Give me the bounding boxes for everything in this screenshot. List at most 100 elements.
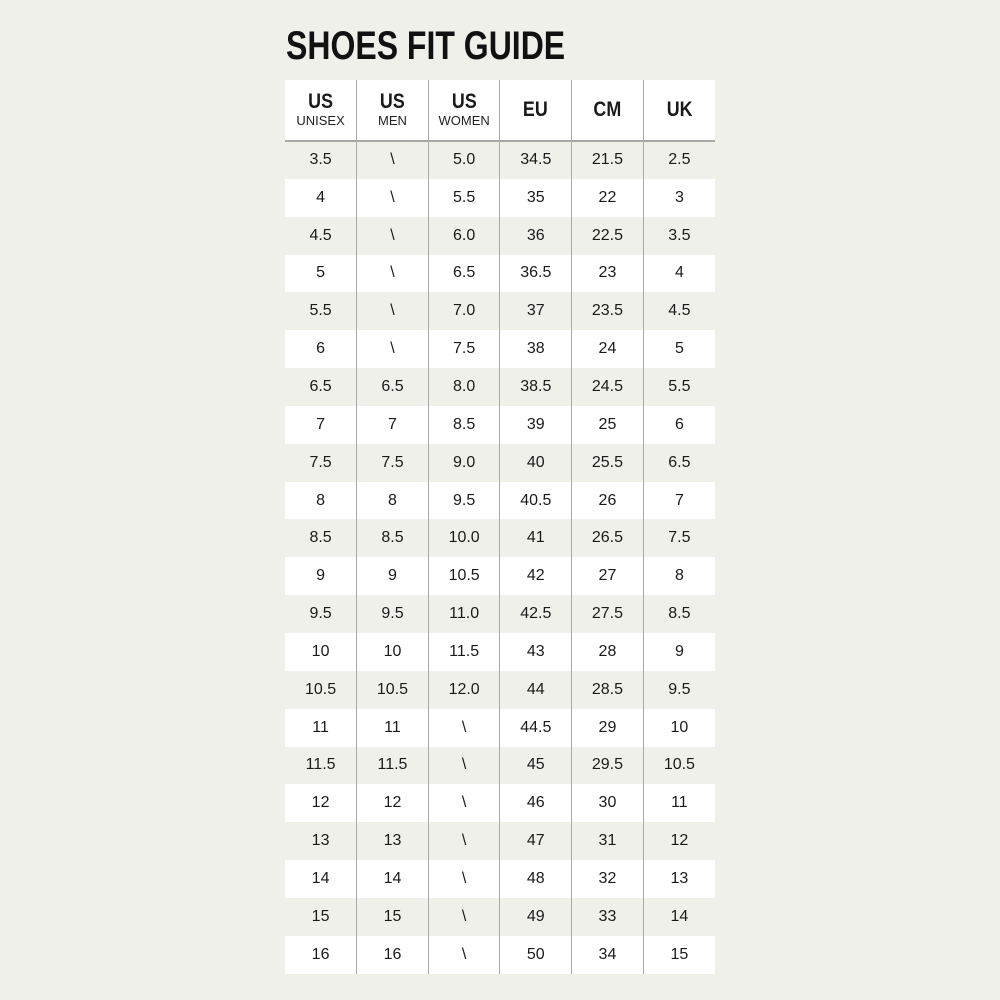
table-cell: 5 — [642, 330, 715, 369]
table-cell: 5.5 — [309, 302, 332, 320]
table-cell: 33 — [571, 897, 644, 936]
table-cell: 8.5 — [642, 595, 715, 633]
table-cell: 42 — [499, 557, 572, 596]
table-cell: 7.5 — [309, 453, 332, 471]
table-cell: 3.5 — [642, 216, 715, 255]
table-cell: 46 — [499, 784, 572, 823]
column-header: US MEN — [356, 80, 429, 141]
table-cell: 9.5 — [356, 595, 429, 633]
table-cell: \ — [427, 746, 500, 785]
table-cell: 40 — [499, 443, 572, 482]
table-cell: 27 — [571, 557, 644, 596]
table-row: 7.5 7.5 9.0 40 25.5 6.5 — [285, 443, 715, 482]
table-cell: 14 — [356, 860, 429, 898]
table-cell: 13 — [642, 860, 715, 898]
table-cell: 25.5 — [571, 443, 644, 482]
table-cell: 11 — [356, 708, 429, 747]
table-cell: 4.5 — [642, 292, 715, 331]
table-cell: 43 — [499, 632, 572, 671]
table-cell: 7.0 — [427, 292, 500, 331]
table-cell: \ — [427, 935, 500, 974]
column-header-main: CM — [593, 98, 622, 121]
column-header: EU — [499, 80, 572, 141]
table-cell: 37 — [499, 292, 572, 331]
table-cell: 7.5 — [642, 519, 715, 558]
table-cell: 11.0 — [427, 595, 500, 633]
column-header-main: US — [308, 90, 333, 113]
table-cell: 29 — [571, 708, 644, 747]
table-row: 4.5 \ 6.0 36 22.5 3.5 — [285, 216, 715, 255]
table-cell: 6.5 — [356, 368, 429, 406]
column-header: CM — [571, 80, 644, 141]
table-row: 11 11 \ 44.5 29 10 — [285, 708, 715, 747]
table-cell: 4 — [316, 188, 326, 206]
table-cell: 11 — [312, 718, 329, 736]
table-cell: 48 — [499, 860, 572, 898]
table-cell: 15 — [356, 897, 429, 936]
table-cell: 13 — [356, 822, 429, 861]
table-cell: 44 — [499, 670, 572, 709]
column-header: US UNISEX — [285, 80, 357, 141]
table-row: 7 7 8.5 39 25 6 — [285, 405, 715, 444]
table-cell: 6 — [316, 340, 326, 358]
table-cell: 8.5 — [309, 529, 332, 547]
table-cell: 28.5 — [571, 670, 644, 709]
column-header-main: US — [451, 90, 477, 113]
table-cell: 12 — [642, 822, 715, 861]
table-row: 5 \ 6.5 36.5 23 4 — [285, 254, 715, 293]
table-cell: 16 — [356, 935, 429, 974]
table-row: 6 \ 7.5 38 24 5 — [285, 330, 715, 369]
table-cell: 31 — [571, 822, 644, 861]
table-cell: 15 — [311, 907, 330, 925]
table-cell: 6.5 — [309, 377, 332, 395]
table-row: 14 14 \ 48 32 13 — [285, 860, 715, 898]
table-cell: \ — [356, 216, 429, 255]
table-cell: 34.5 — [499, 141, 572, 179]
table-cell: 50 — [499, 935, 572, 974]
table-row: 6.5 6.5 8.0 38.5 24.5 5.5 — [285, 368, 715, 406]
table-cell: 9.0 — [427, 443, 500, 482]
column-header-sub: UNISEX — [296, 113, 345, 128]
table-cell: 36 — [499, 216, 572, 255]
table-row: 4 \ 5.5 35 22 3 — [285, 178, 715, 217]
table-cell: 10.5 — [356, 670, 429, 709]
table-cell: 45 — [499, 746, 572, 785]
page-title: SHOES FIT GUIDE — [286, 24, 566, 68]
table-cell: 8 — [316, 491, 326, 509]
table-row: 9 9 10.5 42 27 8 — [285, 557, 715, 596]
table-cell: 24.5 — [571, 368, 644, 406]
table-row: 11.5 11.5 \ 45 29.5 10.5 — [285, 746, 715, 785]
table-cell: 4 — [642, 254, 715, 293]
table-cell: 41 — [499, 519, 572, 558]
table-cell: 30 — [571, 784, 644, 823]
table-row: 12 12 \ 46 30 11 — [285, 784, 715, 823]
table-cell: 8 — [356, 481, 429, 520]
table-cell: 38.5 — [499, 368, 572, 406]
table-cell: 10 — [356, 632, 429, 671]
table-cell: 8.5 — [427, 405, 500, 444]
table-cell: 10 — [311, 642, 330, 660]
table-cell: 40.5 — [499, 481, 572, 520]
table-cell: 9 — [316, 567, 326, 585]
table-cell: 5.5 — [642, 368, 715, 406]
table-cell: 11.5 — [427, 632, 500, 671]
table-row: 3.5 \ 5.0 34.5 21.5 2.5 — [285, 141, 715, 179]
table-cell: 7 — [316, 415, 326, 433]
table-cell: \ — [427, 897, 500, 936]
table-cell: 9 — [356, 557, 429, 596]
table-cell: 15 — [642, 935, 715, 974]
table-cell: 35 — [499, 178, 572, 217]
table-header-row: US UNISEX US MEN US WOMEN EU CM UK — [285, 80, 715, 141]
table-cell: \ — [427, 784, 500, 823]
column-header: US WOMEN — [427, 80, 500, 141]
table-cell: 9 — [642, 632, 715, 671]
table-cell: \ — [356, 141, 429, 179]
table-cell: 11.5 — [305, 756, 336, 774]
table-cell: 9.5 — [427, 481, 500, 520]
table-cell: 14 — [311, 869, 330, 887]
table-cell: 7 — [356, 405, 429, 444]
column-header-sub: MEN — [378, 113, 407, 128]
table-cell: 8.0 — [427, 368, 500, 406]
table-cell: 32 — [571, 860, 644, 898]
table-row: 8 8 9.5 40.5 26 7 — [285, 481, 715, 520]
